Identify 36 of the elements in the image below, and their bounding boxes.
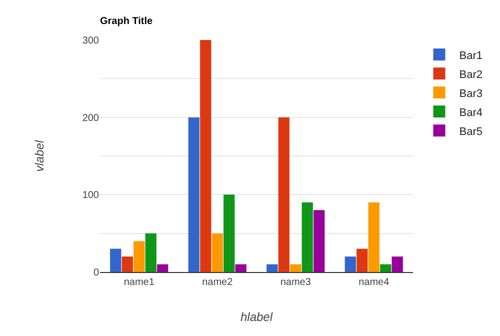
bar — [157, 264, 168, 272]
bar — [212, 233, 223, 272]
bar — [344, 256, 356, 272]
x-axis-title: hlabel — [240, 310, 273, 324]
bar — [278, 117, 290, 272]
x-tick-label: name1 — [124, 277, 155, 288]
y-tick-label: 200 — [82, 112, 100, 124]
y-axis-title: vlabel — [32, 140, 47, 172]
legend-label: Bar4 — [459, 106, 483, 119]
x-tick-label: name4 — [358, 277, 390, 288]
bar — [200, 40, 212, 272]
bar — [356, 248, 368, 272]
bar — [290, 264, 302, 272]
bar — [188, 117, 200, 272]
bar — [302, 202, 313, 272]
y-tick-label: 0 — [93, 268, 100, 278]
bar — [314, 210, 325, 272]
bar — [134, 241, 145, 272]
bar — [380, 264, 392, 272]
y-tick-label: 300 — [82, 36, 100, 46]
bar — [368, 202, 380, 272]
bar — [224, 194, 235, 272]
legend-label: Bar3 — [459, 88, 483, 100]
bar — [266, 264, 278, 272]
bar — [110, 248, 122, 272]
legend-label: Bar1 — [459, 50, 483, 62]
bar — [235, 264, 246, 272]
bar — [145, 233, 156, 272]
bar — [122, 256, 133, 272]
y-tick-label: 100 — [82, 190, 100, 202]
x-tick-label: name3 — [280, 277, 312, 288]
chart-title: Graph Title — [100, 16, 154, 27]
legend-label: Bar2 — [459, 68, 483, 81]
legend-label: Bar5 — [459, 126, 483, 138]
x-tick-label: name2 — [202, 277, 234, 288]
bar — [392, 256, 403, 272]
